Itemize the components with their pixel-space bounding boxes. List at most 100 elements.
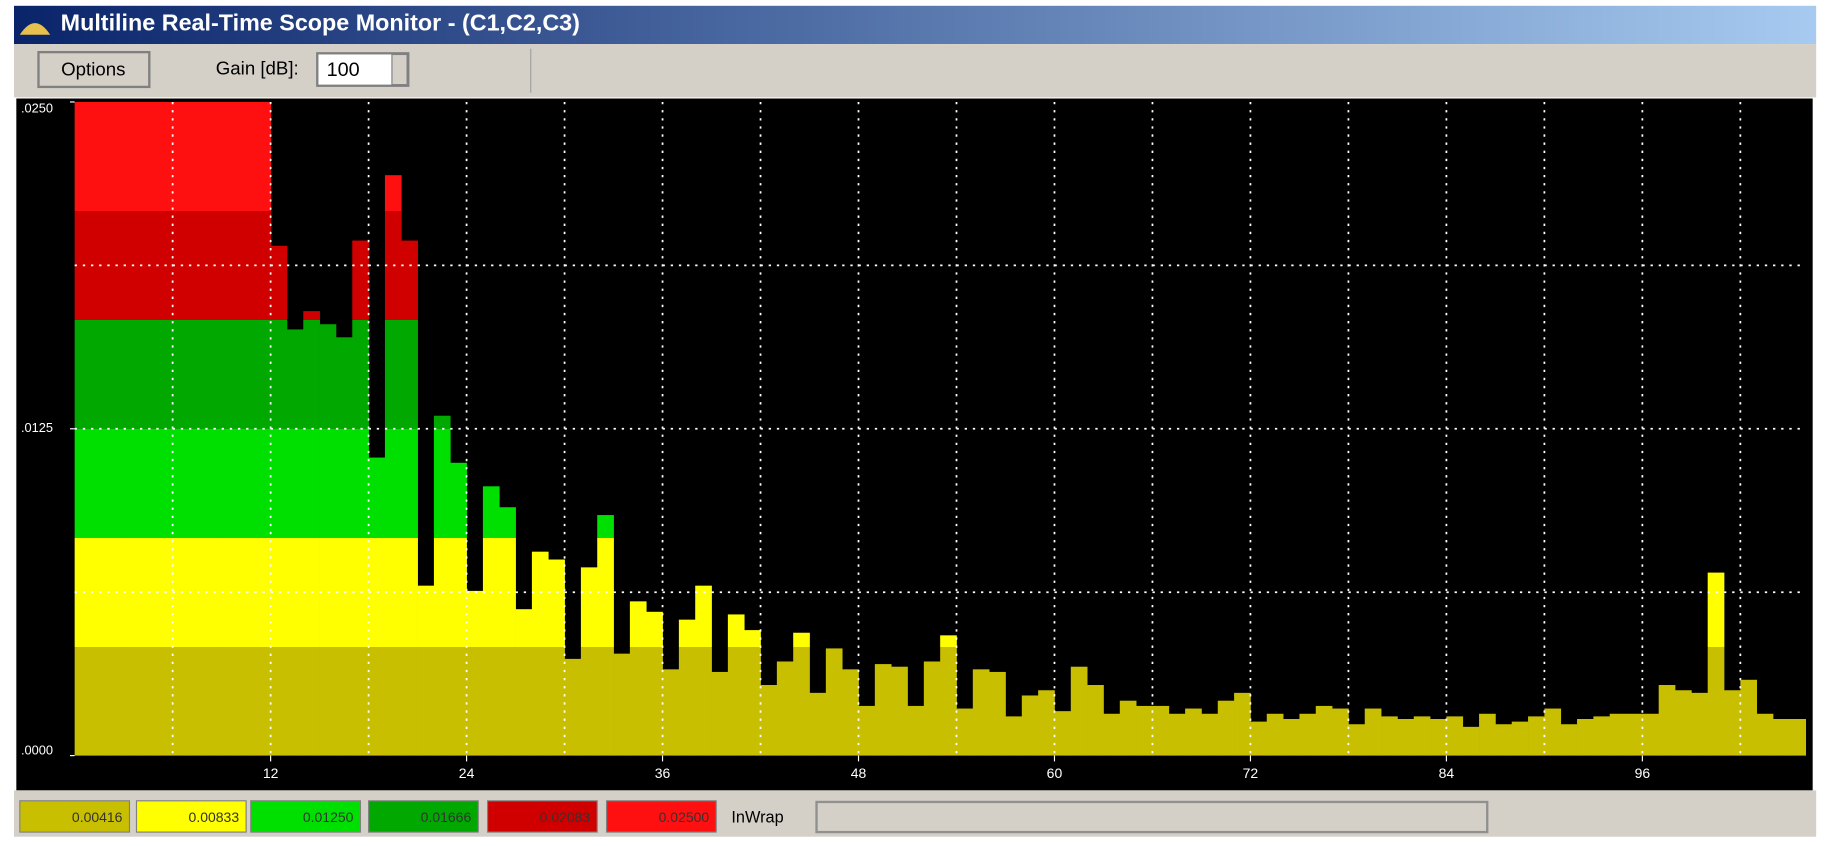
threshold-label: 0.01666 [421,809,472,825]
bar [1283,719,1300,756]
bar [858,705,876,756]
bar [1054,711,1072,756]
bar [1364,708,1382,756]
bar [1724,690,1741,756]
threshold-label: 0.01250 [303,809,354,825]
bar [482,486,500,756]
bar [1168,713,1186,756]
bar [368,457,386,756]
app-icon [19,23,51,35]
bar [1544,708,1562,756]
bar [319,324,337,756]
bar [1381,716,1398,756]
x-tick-label: 96 [1635,765,1651,781]
bar [711,671,729,756]
bar [923,661,941,756]
bar [1430,719,1447,756]
bar [1479,713,1496,756]
bar [335,337,353,756]
bar [1299,713,1317,756]
y-tick-label: .0125 [21,420,53,435]
bar [1740,679,1758,756]
bar [1413,716,1431,756]
bar [842,669,859,756]
threshold-label: 0.00416 [72,809,123,825]
bar [1511,721,1529,756]
bar [1266,713,1284,756]
bar [1152,705,1170,756]
bar [776,661,794,756]
bar [1593,716,1611,756]
bar [1332,708,1349,756]
threshold-box [135,800,247,833]
bar [809,692,827,756]
status-text: InWrap [731,809,783,827]
bar [1642,713,1660,756]
x-tick-label: 36 [655,765,671,781]
bar [515,609,533,756]
threshold-box [368,800,479,833]
bar [1348,724,1366,756]
bar [303,311,320,756]
bar [1185,708,1202,756]
bar [1136,705,1153,756]
bar [646,611,663,756]
x-tick-label: 12 [263,765,279,781]
bar [1626,713,1643,756]
bar [662,669,680,756]
window-title: Multiline Real-Time Scope Monitor - (C1,… [61,10,580,36]
bar [286,329,304,756]
bar [417,585,435,756]
bar [972,669,990,756]
bar [874,664,892,756]
options-label[interactable]: Options [61,59,125,80]
bar [1021,695,1039,756]
bar [401,240,418,756]
bar [1462,726,1480,756]
bar [352,240,369,756]
y-tick-label: .0000 [21,742,53,757]
bar [1234,692,1251,756]
options-button[interactable] [37,50,151,89]
bar [1119,700,1137,756]
bar [744,630,761,756]
gain-label: Gain [dB]: [216,57,299,78]
threshold-box [486,800,598,833]
bar [466,590,484,756]
x-tick-label: 60 [1047,765,1063,781]
bar [1217,700,1235,756]
bar [989,671,1006,756]
bar [760,685,778,756]
x-tick-label: 84 [1439,765,1455,781]
bar [580,567,598,756]
bar [1070,666,1088,756]
bar [1707,572,1725,756]
bar [613,653,631,756]
bar [825,648,843,756]
bar [564,658,582,756]
bar [597,515,614,756]
bar [695,585,712,756]
bar [1773,719,1790,756]
bar [1495,724,1513,756]
bar [629,601,647,756]
bar [1609,713,1627,756]
bar [727,614,745,756]
bar [940,635,957,756]
bar [384,175,402,756]
x-tick-label: 72 [1243,765,1259,781]
spinner-arrows[interactable] [391,53,408,86]
bar [1756,713,1774,756]
threshold-label: 0.02500 [659,809,710,825]
bar [1658,685,1676,756]
bar [1691,692,1709,756]
bar [1560,724,1578,756]
threshold-label: 0.00833 [189,809,240,825]
gain-value[interactable]: 100 [327,59,360,81]
bar [1038,690,1055,756]
bar [270,245,288,756]
bar [1103,713,1121,756]
bar [956,708,974,756]
